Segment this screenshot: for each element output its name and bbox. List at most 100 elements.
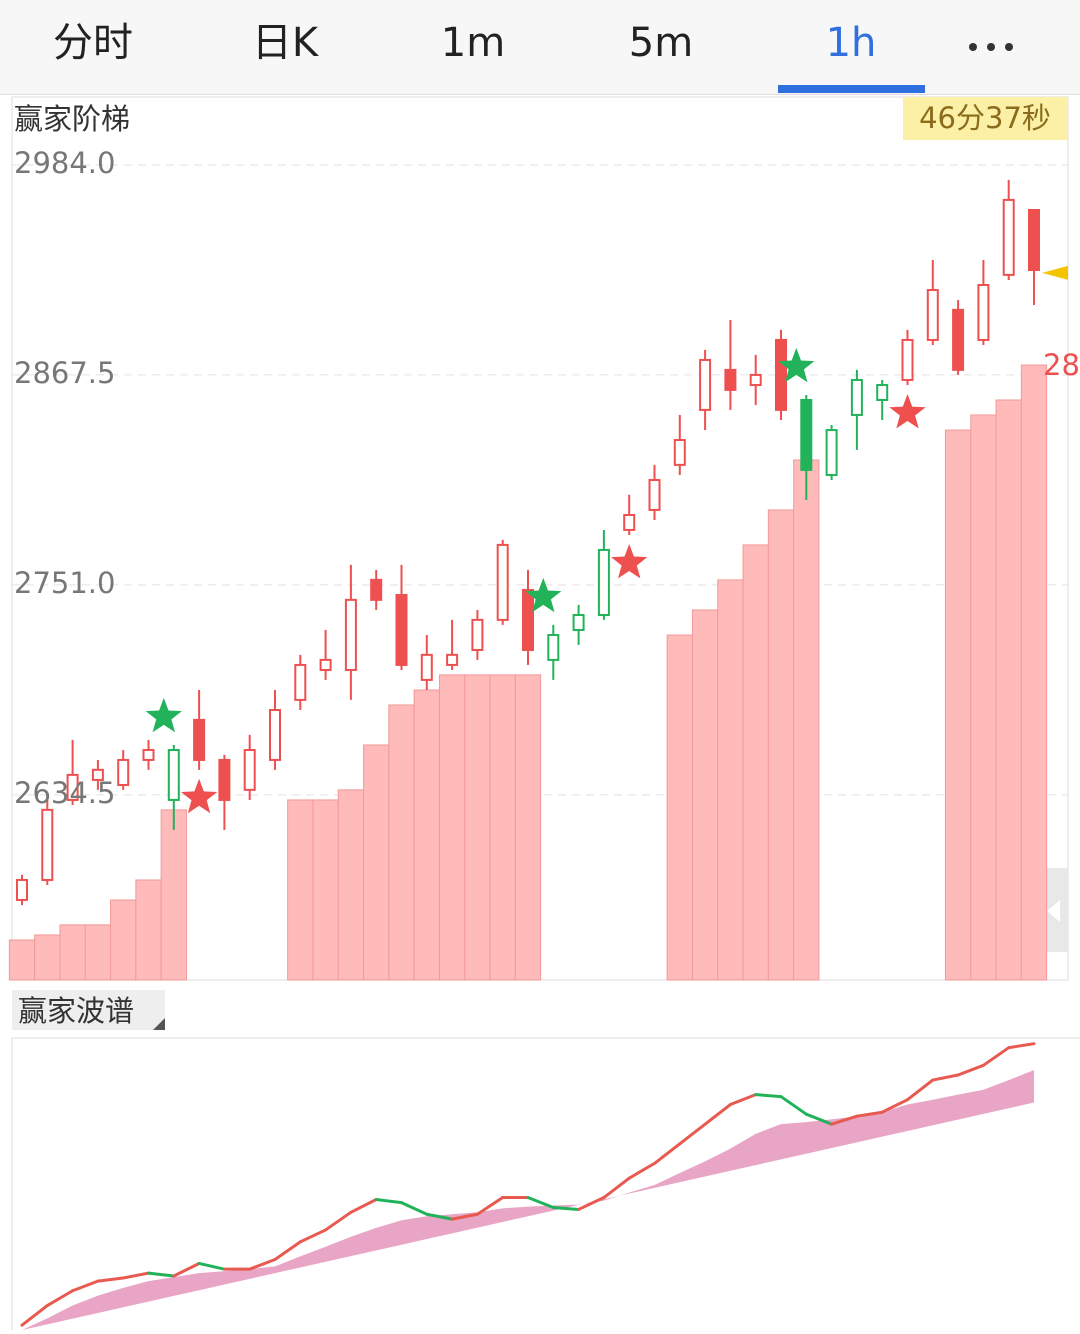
ladder-step — [489, 674, 516, 981]
candle-body — [800, 398, 813, 471]
tab-bar — [0, 0, 1080, 94]
sub-title-box — [12, 990, 165, 1030]
candle-body — [243, 749, 256, 791]
y-tick-label: 2634.5 — [14, 776, 115, 810]
wave-segment — [400, 1201, 429, 1216]
candle-body — [850, 378, 863, 416]
candle-body — [699, 358, 712, 411]
wave-segment — [425, 1212, 454, 1221]
candle-body — [775, 338, 787, 411]
candle-body — [16, 878, 28, 901]
candle-body — [623, 513, 636, 531]
candle-body — [66, 773, 79, 801]
wave-segment — [172, 1261, 201, 1278]
wave-segment — [197, 1261, 226, 1271]
handle-arrow — [1047, 900, 1060, 922]
candle-body — [749, 373, 762, 387]
ladder-step — [337, 789, 365, 981]
countdown-box — [903, 97, 1068, 140]
ladder-step — [666, 634, 693, 981]
band-area — [22, 1070, 1034, 1330]
ladder-step — [438, 674, 466, 981]
more-icon[interactable] — [969, 43, 1013, 51]
candle-body — [825, 429, 838, 476]
countdown: 46分37秒 — [919, 101, 1051, 135]
current-price-marker — [1042, 265, 1068, 280]
ladder-step — [1020, 364, 1048, 981]
ladder-step — [34, 934, 61, 981]
wave-segment — [653, 1142, 682, 1165]
wave-segment — [931, 1073, 960, 1082]
ladder-step — [8, 939, 36, 981]
candle-body — [395, 594, 408, 666]
price-label: 28 — [1043, 348, 1080, 382]
wave-segment — [96, 1276, 125, 1283]
wave-segment — [551, 1205, 581, 1211]
candle-body — [446, 653, 459, 666]
sub-title-corner — [153, 1018, 165, 1030]
candle-body — [117, 758, 130, 786]
tab[interactable]: 分时 — [53, 20, 133, 66]
candle-body — [294, 663, 307, 701]
ladder-step — [135, 879, 162, 981]
ladder-step — [691, 609, 719, 981]
wave-segment — [830, 1114, 859, 1126]
ladder-step — [464, 674, 491, 981]
ladder-step — [110, 899, 137, 981]
buy-signal — [778, 347, 815, 383]
panel-title: 赢家阶梯 — [14, 102, 130, 136]
wave-segment — [147, 1271, 176, 1278]
ladder-step — [84, 924, 112, 981]
ladder-step — [970, 414, 997, 981]
candle-body — [269, 708, 281, 761]
wave-segment — [20, 1304, 49, 1327]
wave-segment — [374, 1198, 403, 1205]
ladder-step — [767, 509, 795, 981]
sell-signal — [889, 394, 926, 429]
wave-segment — [45, 1289, 75, 1308]
candle-body — [547, 634, 560, 661]
wave-segment — [577, 1196, 606, 1211]
candle-body — [167, 749, 180, 801]
ladder-step — [388, 704, 415, 981]
y-tick-label: 2867.5 — [14, 356, 115, 390]
wave-segment — [298, 1228, 328, 1244]
tab[interactable]: 日K — [252, 20, 320, 66]
wave-segment — [779, 1095, 808, 1116]
candle-body — [193, 718, 206, 761]
tab[interactable]: 1h — [826, 20, 877, 66]
wave-segment — [754, 1093, 783, 1099]
wave-segment — [703, 1103, 732, 1126]
y-tick-label: 2751.0 — [14, 566, 115, 600]
candle-body — [344, 598, 357, 671]
tab[interactable]: 1m — [441, 20, 505, 66]
wave-segment — [349, 1198, 378, 1214]
wave-segment — [956, 1063, 985, 1077]
candle-body — [673, 438, 686, 466]
candle-body — [901, 338, 914, 381]
wave-segment — [121, 1271, 150, 1280]
sub-panel — [11, 1037, 1080, 1334]
candle-body — [142, 749, 155, 761]
candle-body — [876, 384, 889, 401]
candle-body — [218, 758, 231, 801]
sub-panel-title: 赢家波谱 — [18, 994, 134, 1028]
ladder-step — [287, 799, 314, 981]
wave-segment — [906, 1078, 935, 1102]
tab[interactable]: 5m — [629, 20, 693, 66]
wave-segment — [855, 1110, 884, 1118]
wave-segment — [627, 1161, 656, 1180]
candle-body — [370, 578, 383, 601]
ladder-step — [793, 459, 820, 981]
wave-segment — [602, 1176, 631, 1200]
ladder-step — [413, 689, 440, 981]
candle-body — [952, 308, 965, 371]
buy-signal — [145, 698, 182, 733]
sell-signal — [611, 544, 648, 579]
candle-body — [420, 653, 433, 681]
ladder-step — [944, 429, 972, 981]
wave-segment — [450, 1212, 479, 1221]
tab-underline — [778, 85, 925, 93]
buy-signal — [525, 577, 562, 613]
